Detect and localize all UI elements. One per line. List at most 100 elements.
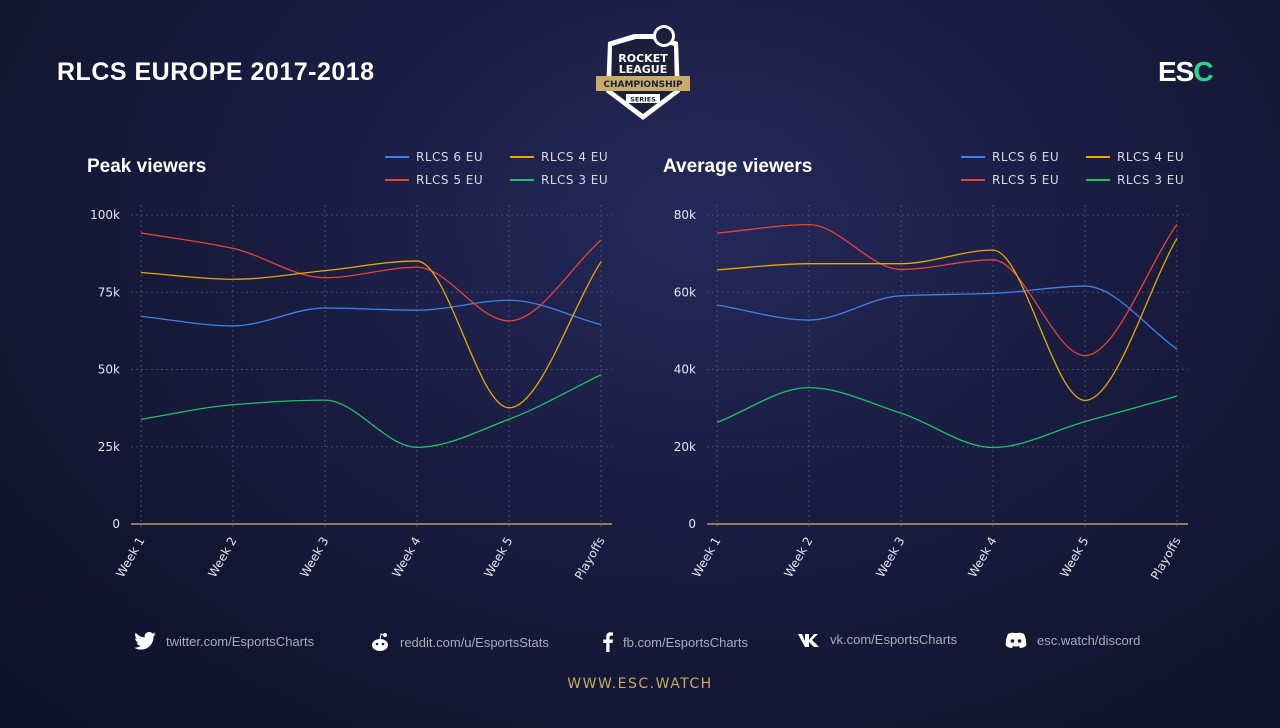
legend-item[interactable]: RLCS 6 EU [961, 150, 1059, 164]
x-tick-label: Week 2 [205, 535, 239, 580]
legend-item[interactable]: RLCS 5 EU [385, 173, 483, 187]
data-point[interactable] [230, 402, 236, 408]
data-point[interactable] [898, 410, 904, 416]
data-point[interactable] [138, 416, 144, 422]
data-point[interactable] [230, 323, 236, 329]
data-point[interactable] [322, 397, 328, 403]
data-point[interactable] [506, 405, 512, 411]
data-point[interactable] [506, 416, 512, 422]
data-point[interactable] [138, 313, 144, 319]
y-tick-label: 50k [98, 363, 120, 377]
legend-item[interactable]: RLCS 4 EU [510, 150, 608, 164]
data-point[interactable] [506, 318, 512, 324]
data-point[interactable] [1082, 353, 1088, 359]
legend-item[interactable]: RLCS 3 EU [1086, 173, 1184, 187]
series-line-rlcs-6-eu[interactable] [140, 299, 602, 327]
x-tick-label: Week 4 [389, 535, 423, 580]
data-point[interactable] [1174, 221, 1180, 227]
data-point[interactable] [322, 268, 328, 274]
data-point[interactable] [322, 305, 328, 311]
x-tick-label: Week 4 [965, 535, 999, 580]
reddit-link[interactable]: reddit.com/u/EsportsStats [370, 632, 549, 652]
data-point[interactable] [414, 264, 420, 270]
average-viewers-chart: 0 20k 40k 60k 80k Week 1 Week 2 Week 3 Week 4 Wee… [674, 205, 1188, 582]
data-point[interactable] [990, 445, 996, 451]
data-point[interactable] [806, 317, 812, 323]
data-point[interactable] [1174, 346, 1180, 352]
data-point[interactable] [598, 237, 604, 243]
data-point[interactable] [230, 276, 236, 282]
x-tick-label: Playoffs [1148, 535, 1184, 583]
data-point[interactable] [1082, 419, 1088, 425]
data-point[interactable] [714, 230, 720, 236]
y-tick-label: 20k [674, 440, 696, 454]
data-point[interactable] [598, 372, 604, 378]
series-line-rlcs-3-eu[interactable] [716, 387, 1178, 449]
twitter-icon [134, 632, 156, 650]
x-tick-label: Week 3 [873, 535, 907, 580]
x-tick-label: Playoffs [572, 535, 608, 583]
legend-item[interactable]: RLCS 3 EU [510, 173, 608, 187]
data-point[interactable] [598, 259, 604, 265]
data-point[interactable] [714, 302, 720, 308]
x-tick-label: Week 3 [297, 535, 331, 580]
twitter-link[interactable]: twitter.com/EsportsCharts [134, 632, 314, 650]
rlcs-logo: ROCKET LEAGUE CHAMPIONSHIP SERIES [596, 25, 690, 120]
y-tick-label: 0 [688, 517, 696, 531]
y-tick-label: 40k [674, 363, 696, 377]
data-point[interactable] [806, 385, 812, 391]
series-line-rlcs-4-eu[interactable] [716, 237, 1178, 402]
x-tick-label: Week 1 [689, 535, 723, 580]
footer-links: twitter.com/EsportsCharts reddit.com/u/E… [0, 632, 1280, 654]
x-tick-label: Week 2 [781, 535, 815, 580]
x-tick-label: Week 1 [113, 535, 147, 580]
data-point[interactable] [322, 275, 328, 281]
facebook-link[interactable]: fb.com/EsportsCharts [603, 632, 748, 652]
data-point[interactable] [1082, 397, 1088, 403]
data-point[interactable] [898, 293, 904, 299]
data-point[interactable] [898, 266, 904, 272]
series-line-rlcs-5-eu[interactable] [716, 223, 1178, 357]
legend-item[interactable]: RLCS 6 EU [385, 150, 483, 164]
svg-text:ROCKET: ROCKET [618, 52, 668, 65]
esc-logo: ESC [1158, 56, 1214, 87]
data-point[interactable] [898, 261, 904, 267]
data-point[interactable] [990, 257, 996, 263]
series-line-rlcs-3-eu[interactable] [140, 374, 602, 449]
discord-link[interactable]: esc.watch/discord [1005, 632, 1140, 649]
x-tick-label: Week 5 [481, 535, 515, 580]
data-point[interactable] [414, 258, 420, 264]
reddit-icon [372, 633, 388, 651]
data-point[interactable] [230, 245, 236, 251]
data-point[interactable] [990, 247, 996, 253]
data-point[interactable] [714, 267, 720, 273]
data-point[interactable] [1174, 393, 1180, 399]
vk-link[interactable]: vk.com/EsportsCharts [798, 632, 957, 647]
series-line-rlcs-5-eu[interactable] [140, 232, 602, 322]
x-tick-label: Week 5 [1057, 535, 1091, 580]
data-point[interactable] [990, 290, 996, 296]
data-point[interactable] [414, 307, 420, 313]
website-link[interactable]: WWW.ESC.WATCH [567, 676, 713, 692]
series-line-rlcs-4-eu[interactable] [140, 260, 602, 409]
y-tick-label: 100k [90, 208, 120, 222]
data-point[interactable] [1174, 235, 1180, 241]
data-point[interactable] [414, 444, 420, 450]
data-point[interactable] [806, 261, 812, 267]
series-line-rlcs-6-eu[interactable] [716, 285, 1178, 350]
peak-chart-title: Peak viewers [87, 156, 207, 177]
data-point[interactable] [506, 297, 512, 303]
data-point[interactable] [714, 419, 720, 425]
data-point[interactable] [806, 222, 812, 228]
svg-text:SERIES: SERIES [630, 96, 656, 104]
legend-item[interactable]: RLCS 4 EU [1086, 150, 1184, 164]
data-point[interactable] [138, 269, 144, 275]
data-point[interactable] [598, 322, 604, 328]
svg-text:LEAGUE: LEAGUE [619, 63, 668, 76]
page-title: RLCS EUROPE 2017-2018 [57, 58, 375, 86]
y-tick-label: 60k [674, 285, 696, 299]
data-point[interactable] [1082, 283, 1088, 289]
data-point[interactable] [138, 230, 144, 236]
legend-item[interactable]: RLCS 5 EU [961, 173, 1059, 187]
